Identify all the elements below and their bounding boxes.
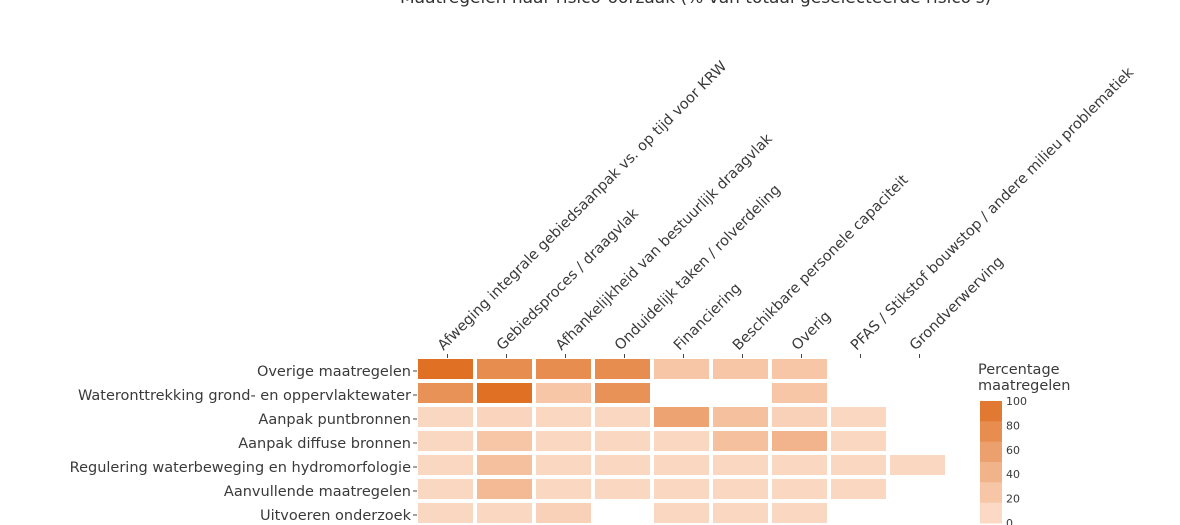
- row-labels: Overige maatregelen Wateronttrekking gron…: [70, 364, 417, 524]
- heatmap-cell: [477, 431, 532, 451]
- heatmap-cell: [418, 383, 473, 403]
- heatmap-cell: [713, 359, 768, 379]
- legend-tick-label: 40: [1006, 468, 1020, 481]
- heatmap-cell: [831, 407, 886, 427]
- heatmap-cell: [713, 479, 768, 499]
- heatmap-cell: [713, 431, 768, 451]
- heatmap-cell: [536, 431, 591, 451]
- heatmap-cell: [772, 479, 827, 499]
- heatmap-cell: [831, 431, 886, 451]
- heatmap-cells: [418, 359, 945, 523]
- heatmap-cell: [477, 383, 532, 403]
- heatmap-cell: [536, 359, 591, 379]
- row-label: Aanvullende maatregelen: [224, 484, 411, 500]
- legend-color-step: [980, 401, 1002, 422]
- heatmap-cell: [536, 503, 591, 523]
- heatmap-cell: [772, 455, 827, 475]
- heatmap-cell: [772, 407, 827, 427]
- heatmap-cell: [418, 359, 473, 379]
- column-labels: Afweging integrale gebiedsaanpak vs. op …: [435, 59, 1138, 358]
- heatmap-cell: [477, 503, 532, 523]
- heatmap-cell: [654, 407, 709, 427]
- heatmap-cell: [477, 455, 532, 475]
- heatmap-cell: [477, 479, 532, 499]
- heatmap-cell: [418, 455, 473, 475]
- heatmap-cell: [654, 431, 709, 451]
- legend-tick-label: 60: [1006, 444, 1020, 457]
- heatmap-cell: [477, 359, 532, 379]
- heatmap-cell: [772, 503, 827, 523]
- row-label: Wateronttrekking grond- en oppervlaktewa…: [78, 388, 411, 404]
- heatmap-cell: [713, 503, 768, 523]
- heatmap-cell: [595, 455, 650, 475]
- heatmap-cell: [418, 503, 473, 523]
- heatmap-cell: [595, 383, 650, 403]
- heatmap-cell: [772, 383, 827, 403]
- heatmap-cell: [713, 407, 768, 427]
- row-label: Aanpak diffuse bronnen: [238, 436, 411, 452]
- chart-title: Maatregelen naar risico-oorzaak (% van t…: [400, 0, 991, 8]
- legend-tick-label: 100: [1006, 395, 1027, 408]
- heatmap-cell: [595, 359, 650, 379]
- heatmap-cell: [772, 431, 827, 451]
- column-label: Afweging integrale gebiedsaanpak vs. op …: [435, 59, 730, 354]
- legend-title: maatregelen: [978, 378, 1070, 394]
- heatmap-cell: [418, 479, 473, 499]
- heatmap-cell: [536, 407, 591, 427]
- heatmap-cell: [654, 479, 709, 499]
- heatmap-cell: [654, 455, 709, 475]
- row-label: Regulering waterbeweging en hydromorfolo…: [70, 460, 411, 476]
- heatmap-cell: [536, 455, 591, 475]
- legend-title: Percentage: [978, 362, 1060, 378]
- heatmap-cell: [654, 503, 709, 523]
- column-label: PFAS / Stikstof bouwstop / andere milieu…: [848, 64, 1138, 354]
- legend-color-step: [980, 482, 1002, 504]
- heatmap-cell: [772, 359, 827, 379]
- heatmap-cell: [890, 455, 945, 475]
- row-label: Uitvoeren onderzoek: [260, 508, 412, 524]
- legend-tick-label: 20: [1006, 493, 1020, 506]
- heatmap-cell: [418, 407, 473, 427]
- column-label: Afhankelijkheid van bestuurlijk draagvla…: [553, 131, 776, 354]
- legend-color-step: [980, 462, 1002, 483]
- legend-color-step: [980, 502, 1002, 524]
- row-label: Aanpak puntbronnen: [258, 412, 411, 428]
- heatmap-cell: [831, 479, 886, 499]
- legend-tick-label: 0: [1006, 517, 1013, 525]
- heatmap-cell: [418, 431, 473, 451]
- heatmap-cell: [595, 407, 650, 427]
- heatmap-cell: [595, 479, 650, 499]
- column-label: Overig: [789, 308, 834, 353]
- legend-tick-label: 80: [1006, 419, 1020, 432]
- row-label: Overige maatregelen: [257, 364, 411, 380]
- heatmap-cell: [477, 407, 532, 427]
- heatmap-cell: [536, 383, 591, 403]
- heatmap-cell: [595, 431, 650, 451]
- legend-color-step: [980, 441, 1002, 463]
- heatmap-cell: [713, 455, 768, 475]
- legend-color-step: [980, 421, 1002, 443]
- heatmap-cell: [654, 359, 709, 379]
- heatmap-cell: [536, 479, 591, 499]
- heatmap-cell: [831, 455, 886, 475]
